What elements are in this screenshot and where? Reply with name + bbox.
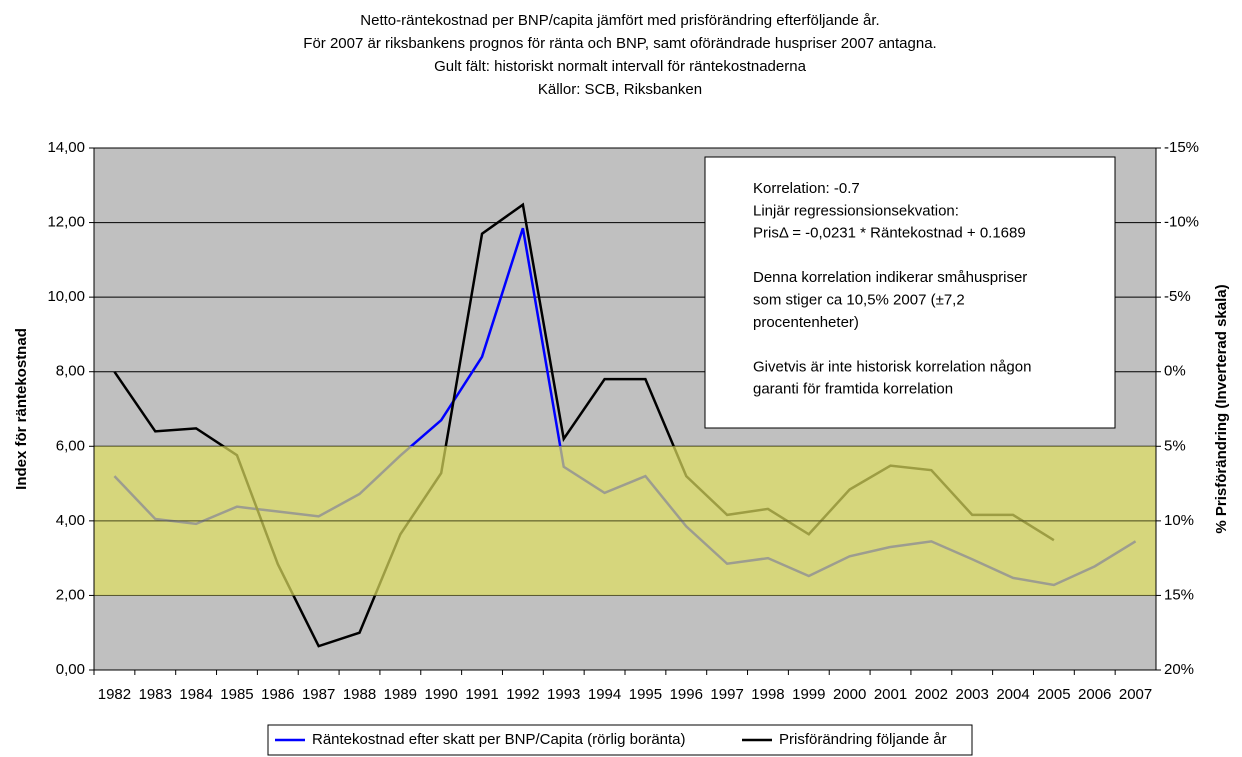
x-tick-label: 1985	[220, 686, 253, 703]
y-axis-title: Index för räntekostnad	[13, 328, 30, 490]
x-tick-label: 1984	[179, 686, 212, 703]
x-tick-label: 1998	[751, 686, 784, 703]
annotation-text: Linjär regressionsionsekvation:	[753, 202, 959, 219]
annotation-text: som stiger ca 10,5% 2007 (±7,2	[753, 291, 965, 308]
y-tick-label: 0,00	[56, 661, 85, 678]
y2-axis-title: % Prisförändring (Inverterad skala)	[1213, 284, 1230, 533]
x-tick-label: 1983	[139, 686, 172, 703]
y2-tick-label: -15%	[1164, 139, 1199, 156]
y2-tick-label: 15%	[1164, 586, 1194, 603]
x-tick-label: 1988	[343, 686, 376, 703]
y-tick-label: 12,00	[47, 214, 85, 231]
x-tick-label: 2003	[956, 686, 989, 703]
x-tick-label: 2002	[915, 686, 948, 703]
x-tick-label: 2006	[1078, 686, 1111, 703]
y-tick-label: 8,00	[56, 363, 85, 380]
chart-title: Gult fält: historiskt normalt intervall …	[434, 58, 806, 75]
x-tick-label: 1995	[629, 686, 662, 703]
annotation-text: Givetvis är inte historisk korrelation n…	[753, 358, 1031, 375]
y2-tick-label: 0%	[1164, 363, 1186, 380]
annotation-box	[704, 156, 1116, 429]
y-tick-label: 6,00	[56, 437, 85, 454]
y2-tick-label: 20%	[1164, 661, 1194, 678]
y-tick-label: 4,00	[56, 512, 85, 529]
chart-title: Netto-räntekostnad per BNP/capita jämför…	[360, 12, 879, 29]
x-tick-label: 1986	[261, 686, 294, 703]
x-tick-label: 2000	[833, 686, 866, 703]
x-tick-label: 1989	[384, 686, 417, 703]
plot-border	[93, 147, 1157, 671]
y2-tick-label: -10%	[1164, 214, 1199, 231]
y-tick-label: 14,00	[47, 139, 85, 156]
x-tick-label: 1994	[588, 686, 621, 703]
annotation-text: Korrelation: -0.7	[753, 180, 860, 197]
x-tick-label: 1991	[465, 686, 498, 703]
y-tick-label: 10,00	[47, 288, 85, 305]
legend-label: Prisförändring följande år	[779, 731, 947, 748]
annotation-text: garanti för framtida korrelation	[753, 381, 953, 398]
x-tick-label: 1990	[425, 686, 458, 703]
x-tick-label: 1982	[98, 686, 131, 703]
annotation-text: procentenheter)	[753, 314, 859, 331]
y2-tick-label: 5%	[1164, 437, 1186, 454]
x-tick-label: 2007	[1119, 686, 1152, 703]
y-tick-label: 2,00	[56, 586, 85, 603]
y2-tick-label: -5%	[1164, 288, 1191, 305]
y2-tick-label: 10%	[1164, 512, 1194, 529]
annotation-text: Denna korrelation indikerar småhuspriser	[753, 269, 1027, 286]
x-tick-label: 1997	[710, 686, 743, 703]
legend-label: Räntekostnad efter skatt per BNP/Capita …	[312, 731, 686, 748]
legend	[267, 724, 973, 756]
x-tick-label: 2005	[1037, 686, 1070, 703]
chart-title: För 2007 är riksbankens prognos för ränt…	[303, 35, 936, 52]
x-tick-label: 1999	[792, 686, 825, 703]
x-tick-label: 2001	[874, 686, 907, 703]
x-tick-label: 1987	[302, 686, 335, 703]
chart-title: Källor: SCB, Riksbanken	[538, 81, 702, 98]
x-tick-label: 1992	[506, 686, 539, 703]
x-tick-label: 1993	[547, 686, 580, 703]
x-tick-label: 1996	[670, 686, 703, 703]
x-tick-label: 2004	[996, 686, 1029, 703]
annotation-text: PrisΔ = -0,0231 * Räntekostnad + 0.1689	[753, 225, 1026, 242]
